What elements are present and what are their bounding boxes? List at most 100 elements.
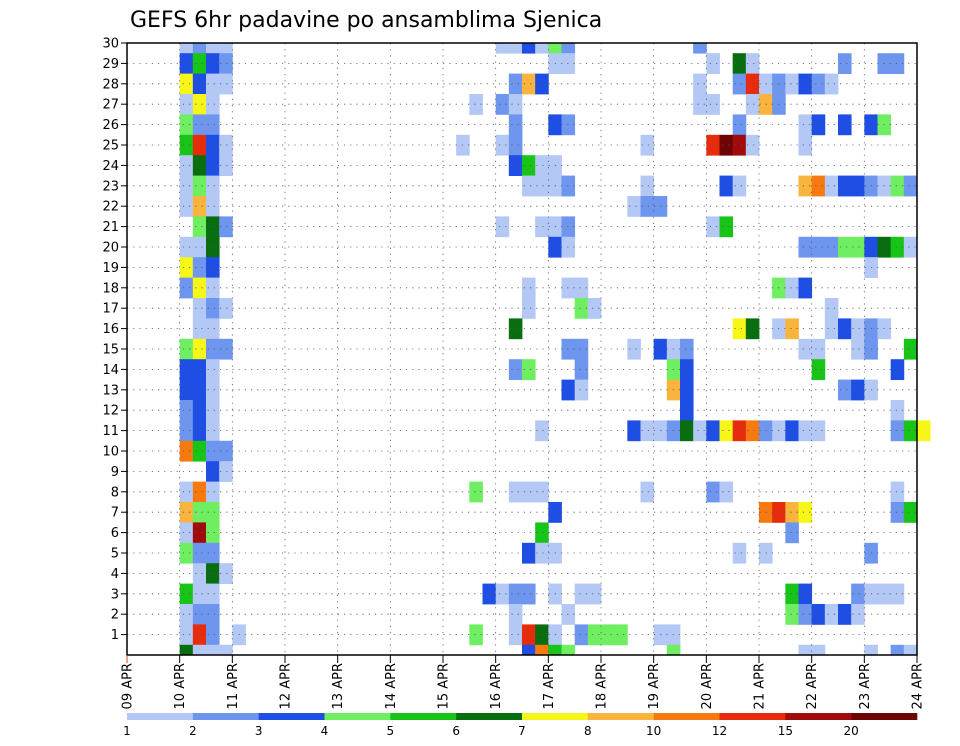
heat-cell xyxy=(508,114,523,136)
heat-cell xyxy=(522,481,536,503)
heat-cell xyxy=(798,236,813,258)
heat-cell xyxy=(508,73,523,95)
heat-cell xyxy=(640,175,655,197)
heat-cell xyxy=(179,43,194,54)
x-tick-label: 20 APR xyxy=(700,663,715,709)
y-tick-label: 19 xyxy=(102,261,119,276)
heat-cell xyxy=(574,583,589,605)
heat-cell xyxy=(732,134,747,156)
heat-cell xyxy=(206,624,220,646)
heat-cell xyxy=(706,53,720,74)
heat-cell xyxy=(838,604,852,625)
y-tick-label: 18 xyxy=(102,281,119,296)
heat-cell xyxy=(192,338,207,360)
heat-cell xyxy=(785,522,799,544)
heat-cell xyxy=(179,134,194,156)
heat-cell xyxy=(640,420,655,442)
cells-layer xyxy=(179,43,931,656)
colorbar-segment xyxy=(587,713,654,720)
heat-cell xyxy=(890,481,905,503)
heat-cell xyxy=(522,359,536,380)
y-tick-label: 13 xyxy=(102,383,119,398)
heat-cell xyxy=(798,338,813,360)
heat-cell xyxy=(192,94,207,115)
heat-cell xyxy=(219,53,233,74)
heat-cell xyxy=(535,644,549,656)
colorbar-tick-label: 8 xyxy=(584,724,592,738)
colorbar-segment xyxy=(127,713,194,720)
heat-cell xyxy=(192,216,207,238)
heat-cell xyxy=(851,318,865,340)
colorbar-segment xyxy=(522,713,589,720)
colorbar-segment xyxy=(192,713,259,720)
heat-cell xyxy=(574,298,589,319)
heat-cell xyxy=(785,604,799,625)
heat-cell xyxy=(811,175,826,197)
heat-cell xyxy=(206,53,220,74)
heat-cell xyxy=(192,359,207,380)
y-tick-label: 26 xyxy=(102,118,119,133)
heat-cell xyxy=(745,318,760,340)
heat-cell xyxy=(219,155,233,176)
heat-cell xyxy=(206,440,220,462)
heat-cell xyxy=(522,298,536,319)
heat-cell xyxy=(706,216,720,238)
heat-cell xyxy=(508,134,523,156)
heat-cell xyxy=(179,53,194,74)
heat-cell xyxy=(206,134,220,156)
heat-cell xyxy=(798,277,813,299)
heat-cell xyxy=(890,644,905,656)
heat-cell xyxy=(719,175,734,197)
heat-cell xyxy=(824,318,839,340)
heat-cell xyxy=(627,420,641,442)
heat-cell xyxy=(680,420,694,442)
heat-cell xyxy=(798,73,813,95)
heat-cell xyxy=(732,53,747,74)
y-tick-label: 22 xyxy=(102,200,119,215)
heat-cell xyxy=(864,644,878,656)
y-tick-label: 25 xyxy=(102,139,119,154)
heat-cell xyxy=(192,318,207,340)
y-tick-label: 10 xyxy=(102,445,119,460)
heat-cell xyxy=(903,420,918,442)
heat-cell xyxy=(206,175,220,197)
heat-cell xyxy=(824,236,839,258)
heat-cell xyxy=(192,644,207,656)
heat-cell xyxy=(219,73,233,95)
heat-cell xyxy=(206,43,220,54)
heat-cell xyxy=(719,134,734,156)
heat-cell xyxy=(574,277,589,299)
heat-cell xyxy=(798,644,813,656)
heat-cell xyxy=(574,338,589,360)
x-tick-label: 12 APR xyxy=(279,663,294,709)
y-tick-label: 27 xyxy=(102,98,119,113)
heat-cell xyxy=(179,175,194,197)
heat-cell xyxy=(785,420,799,442)
heat-cell xyxy=(627,338,641,360)
heat-cell xyxy=(838,175,852,197)
x-tick-label: 17 APR xyxy=(542,663,557,709)
heat-cell xyxy=(719,481,734,503)
heat-cell xyxy=(640,481,655,503)
heat-cell xyxy=(903,644,918,656)
heat-cell xyxy=(640,134,655,156)
heat-cell xyxy=(535,542,549,564)
heat-cell xyxy=(179,257,194,278)
heat-cell xyxy=(179,522,194,544)
y-tick-label: 20 xyxy=(102,241,119,256)
heat-cell xyxy=(192,236,207,258)
y-tick-label: 24 xyxy=(102,159,119,174)
heat-cell xyxy=(745,94,760,115)
heat-cell xyxy=(206,257,220,278)
heat-cell xyxy=(179,94,194,115)
heat-cell xyxy=(508,155,523,176)
heat-cell xyxy=(535,216,549,238)
heat-cell xyxy=(535,522,549,544)
heat-cell xyxy=(508,604,523,625)
heat-cell xyxy=(666,644,681,656)
heat-cell xyxy=(192,277,207,299)
heat-cell xyxy=(824,604,839,625)
colorbar-tick-label: 5 xyxy=(387,724,395,738)
colorbar-tick-label: 7 xyxy=(518,724,526,738)
